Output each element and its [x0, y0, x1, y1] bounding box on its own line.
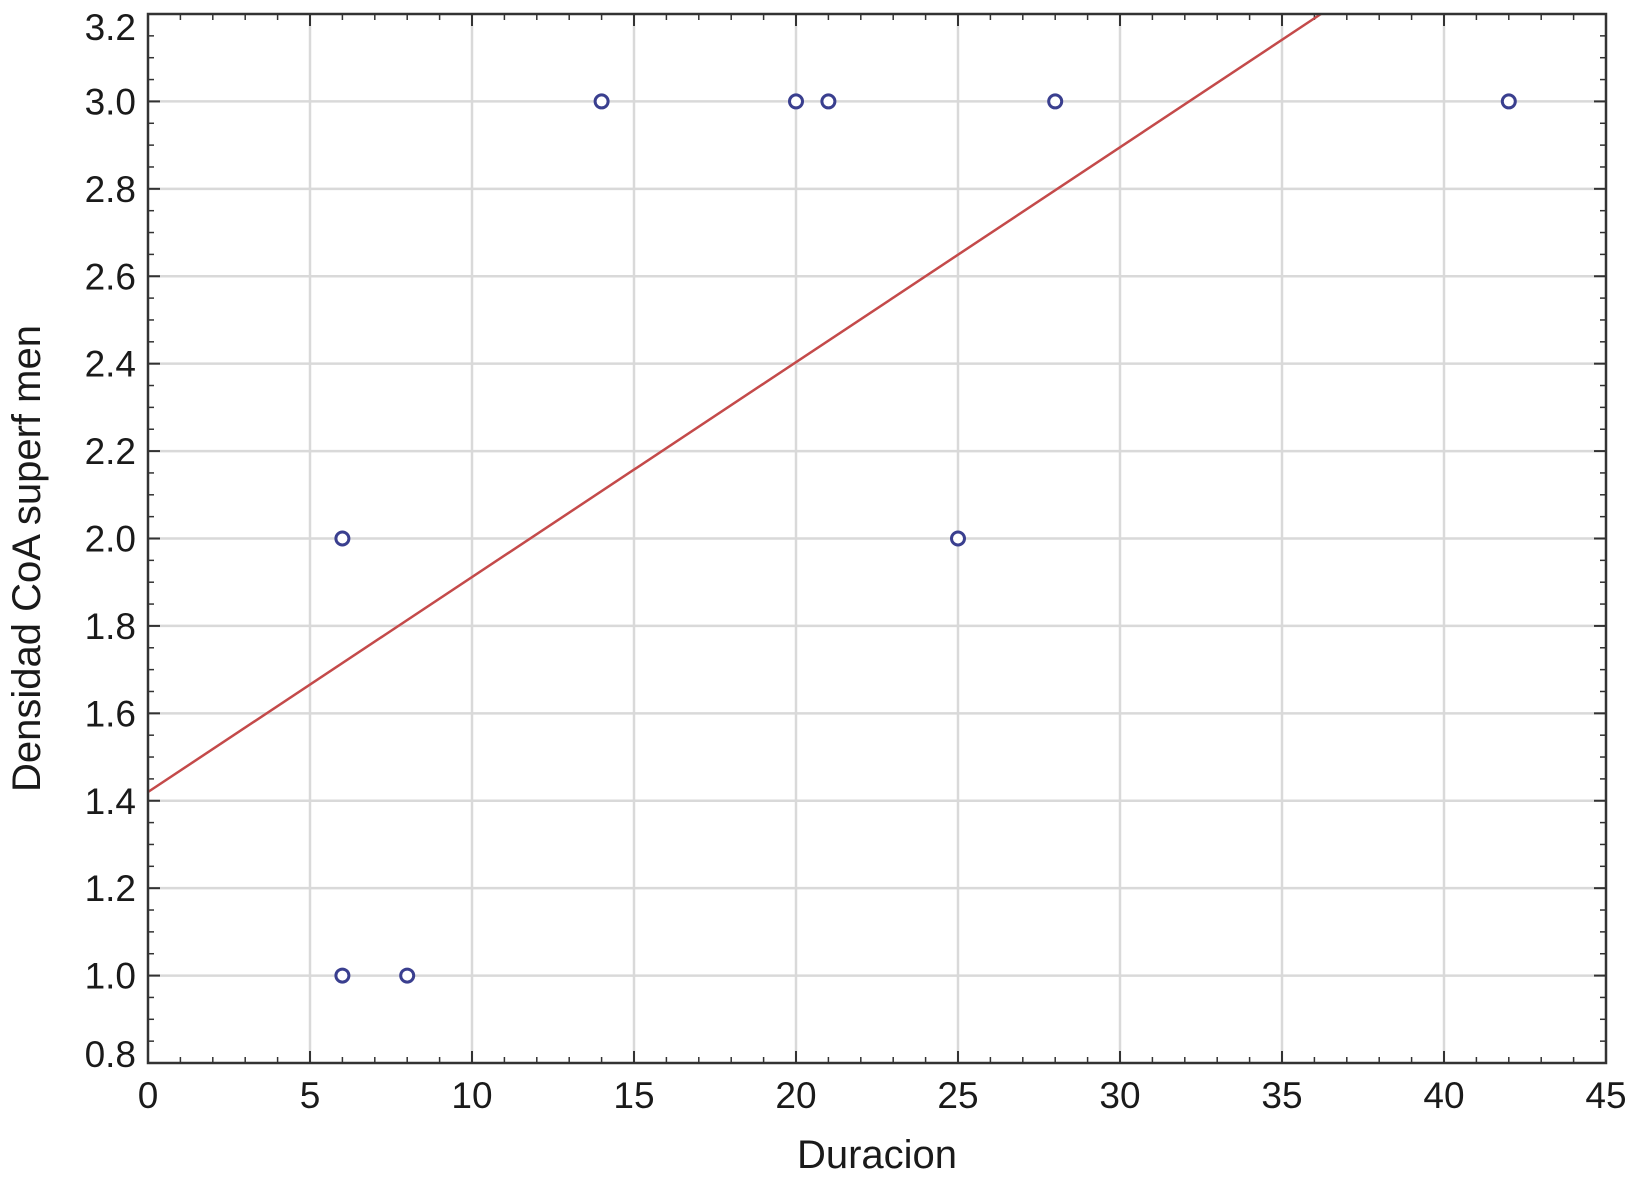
data-point	[334, 967, 351, 984]
y-tick-label: 1.2	[85, 868, 136, 909]
y-tick-label: 2.4	[85, 344, 136, 385]
x-tick-label: 15	[613, 1075, 654, 1116]
y-tick-label: 1.6	[85, 693, 136, 734]
x-tick-label: 35	[1261, 1075, 1302, 1116]
fit-line-layer	[147, 12, 1322, 794]
data-point	[788, 93, 804, 110]
y-tick-label: 2.0	[85, 519, 136, 560]
y-tick-label: 0.8	[85, 1034, 136, 1075]
y-tick-label: 3.0	[85, 81, 136, 122]
x-tick-label: 30	[1099, 1075, 1140, 1116]
data-point	[820, 93, 837, 110]
y-axis-title: Densidad CoA superf men	[5, 325, 49, 792]
y-tick-labels: 0.8 1.0 1.2 1.4 1.6 1.8 2.0 2.2 2.4 2.6 2.8 3.0 3.2	[85, 7, 136, 1075]
points-layer	[334, 93, 1517, 984]
x-tick-label: 20	[775, 1075, 816, 1116]
x-axis-title: Duracion	[797, 1133, 957, 1177]
x-tick-label: 10	[451, 1075, 492, 1116]
x-tick-label: 5	[300, 1075, 321, 1116]
y-tick-label: 2.6	[85, 256, 136, 297]
grid	[148, 14, 1606, 1063]
data-point	[950, 530, 966, 547]
data-point	[1047, 93, 1064, 110]
data-point	[593, 93, 610, 110]
x-tick-label: 40	[1423, 1075, 1464, 1116]
y-tick-label: 3.2	[85, 7, 136, 48]
y-tick-label: 2.8	[85, 169, 136, 210]
data-point	[1500, 93, 1517, 110]
y-tick-label: 1.8	[85, 606, 136, 647]
x-tick-label: 25	[937, 1075, 978, 1116]
data-point	[399, 967, 416, 984]
x-tick-label: 0	[138, 1075, 159, 1116]
y-tick-label: 1.4	[85, 781, 136, 822]
regression-line	[147, 12, 1322, 794]
data-point	[334, 530, 351, 547]
y-tick-label: 1.0	[85, 956, 136, 997]
y-tick-label: 2.2	[85, 431, 136, 472]
x-tick-labels: 0 5 10 15 20 25 30 35 40 45	[138, 1075, 1627, 1116]
plot-frame	[146, 12, 1608, 1065]
x-tick-label: 45	[1585, 1075, 1626, 1116]
